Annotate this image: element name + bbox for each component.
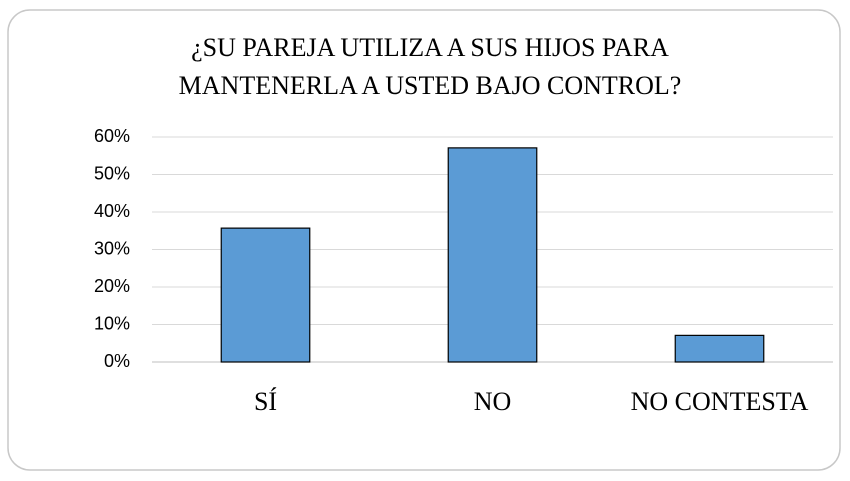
y-tick-label: 40% [94,201,130,221]
chart-title: ¿SU PAREJA UTILIZA A SUS HIJOS PARA [191,33,669,62]
y-tick-label: 10% [94,313,130,333]
bar [220,227,311,363]
x-tick-label: NO [474,387,512,416]
y-tick-label: 0% [104,351,130,371]
chart-title: MANTENERLA A USTED BAJO CONTROL? [179,71,682,100]
chart-frame [7,9,841,471]
bar [447,147,538,363]
bar [674,334,765,363]
x-tick-label: NO CONTESTA [631,387,809,416]
y-tick-label: 20% [94,276,130,296]
y-tick-label: 50% [94,163,130,183]
x-tick-label: SÍ [254,387,277,416]
y-tick-label: 60% [94,126,130,146]
y-tick-label: 30% [94,238,130,258]
